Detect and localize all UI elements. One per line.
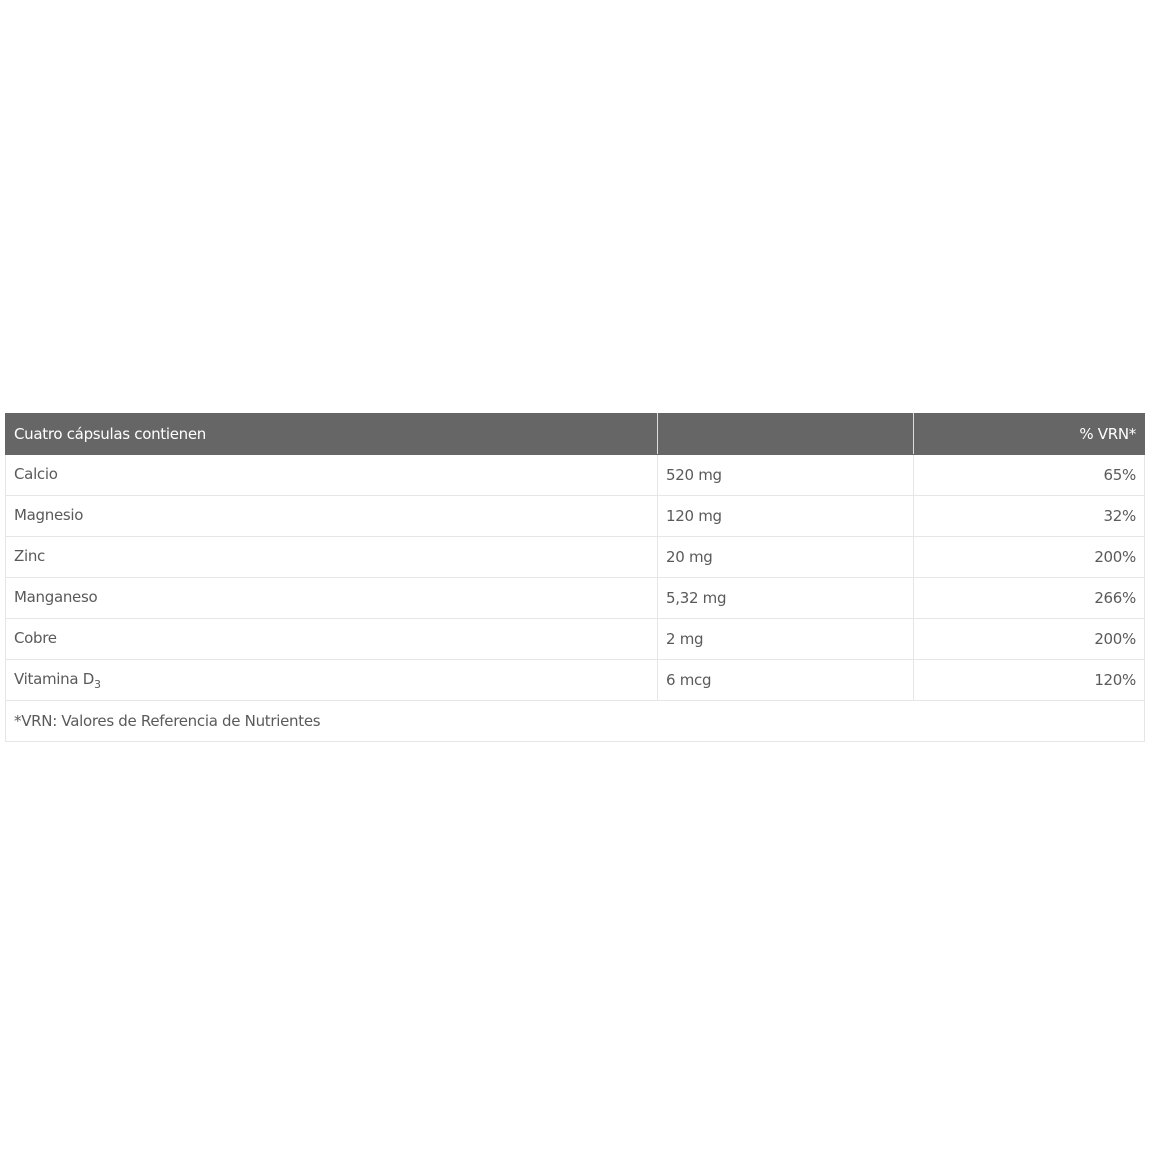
header-amount [657, 413, 914, 455]
nutrient-amount: 5,32 mg [657, 577, 914, 619]
table-row: Zinc 20 mg 200% [5, 536, 1145, 578]
nutrient-label: Cobre [14, 628, 57, 647]
table-row: Cobre 2 mg 200% [5, 618, 1145, 660]
nutrient-vrn: 120% [913, 659, 1145, 701]
nutrient-label: Zinc [14, 546, 45, 565]
nutrient-name: Magnesio [5, 495, 658, 537]
nutrient-vrn: 200% [913, 618, 1145, 660]
nutrient-label: Vitamina D [14, 669, 94, 688]
header-nutrient: Cuatro cápsulas contienen [5, 413, 658, 455]
table-row: Manganeso 5,32 mg 266% [5, 577, 1145, 619]
nutrient-subscript: 3 [93, 677, 101, 691]
nutrient-label: Manganeso [14, 587, 98, 606]
table-row: Vitamina D3 6 mcg 120% [5, 659, 1145, 701]
nutrient-name: Cobre [5, 618, 658, 660]
header-vrn: % VRN* [913, 413, 1145, 455]
nutrient-vrn: 65% [913, 454, 1145, 496]
nutrient-name: Calcio [5, 454, 658, 496]
nutrient-vrn: 32% [913, 495, 1145, 537]
nutrient-amount: 2 mg [657, 618, 914, 660]
nutrient-label: Magnesio [14, 505, 84, 524]
nutrition-table: Cuatro cápsulas contienen % VRN* Calcio 5… [5, 413, 1145, 742]
footnote-row: *VRN: Valores de Referencia de Nutriente… [5, 700, 1145, 742]
table-row: Magnesio 120 mg 32% [5, 495, 1145, 537]
nutrient-vrn: 200% [913, 536, 1145, 578]
nutrient-name: Zinc [5, 536, 658, 578]
nutrient-amount: 20 mg [657, 536, 914, 578]
nutrient-amount: 6 mcg [657, 659, 914, 701]
nutrient-vrn: 266% [913, 577, 1145, 619]
table-row: Calcio 520 mg 65% [5, 454, 1145, 496]
nutrient-label: Calcio [14, 464, 58, 483]
nutrient-amount: 520 mg [657, 454, 914, 496]
nutrient-amount: 120 mg [657, 495, 914, 537]
table-header-row: Cuatro cápsulas contienen % VRN* [5, 413, 1145, 455]
footnote: *VRN: Valores de Referencia de Nutriente… [5, 700, 1145, 742]
nutrient-name: Manganeso [5, 577, 658, 619]
nutrient-name: Vitamina D3 [5, 659, 658, 701]
